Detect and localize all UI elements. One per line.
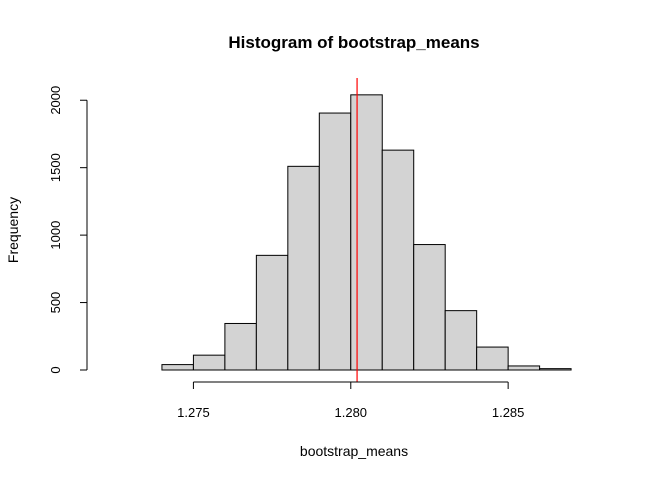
y-tick-label: 2000 (48, 86, 63, 115)
x-tick-label: 1.275 (177, 405, 210, 420)
histogram-bar (476, 346, 509, 371)
y-axis: 0 500 1000 1500 2000 (48, 86, 88, 374)
histogram-bar (161, 364, 194, 371)
histogram-bar (224, 322, 257, 371)
x-axis-label: bootstrap_means (300, 443, 408, 459)
histogram-bar (444, 310, 478, 371)
x-tick-label: 1.280 (335, 405, 368, 420)
histogram-bar (287, 165, 320, 371)
histogram-bars (161, 94, 572, 371)
x-axis: 1.275 1.280 1.285 (177, 381, 525, 420)
y-axis-label: Frequency (5, 197, 21, 263)
y-tick-label: 0 (48, 366, 63, 373)
y-tick-label: 500 (48, 292, 63, 314)
histogram-bar (255, 254, 289, 371)
histogram-bar (507, 365, 541, 371)
histogram-bar (318, 112, 352, 371)
histogram-bar (539, 368, 572, 371)
histogram-bar (413, 244, 446, 371)
y-tick-label: 1000 (48, 221, 63, 250)
x-tick-label: 1.285 (492, 405, 525, 420)
y-tick-label: 1500 (48, 153, 63, 182)
chart-title: Histogram of bootstrap_means (228, 33, 479, 52)
histogram-bar (192, 354, 226, 371)
histogram-bar (350, 94, 383, 371)
histogram-bar (381, 149, 415, 371)
